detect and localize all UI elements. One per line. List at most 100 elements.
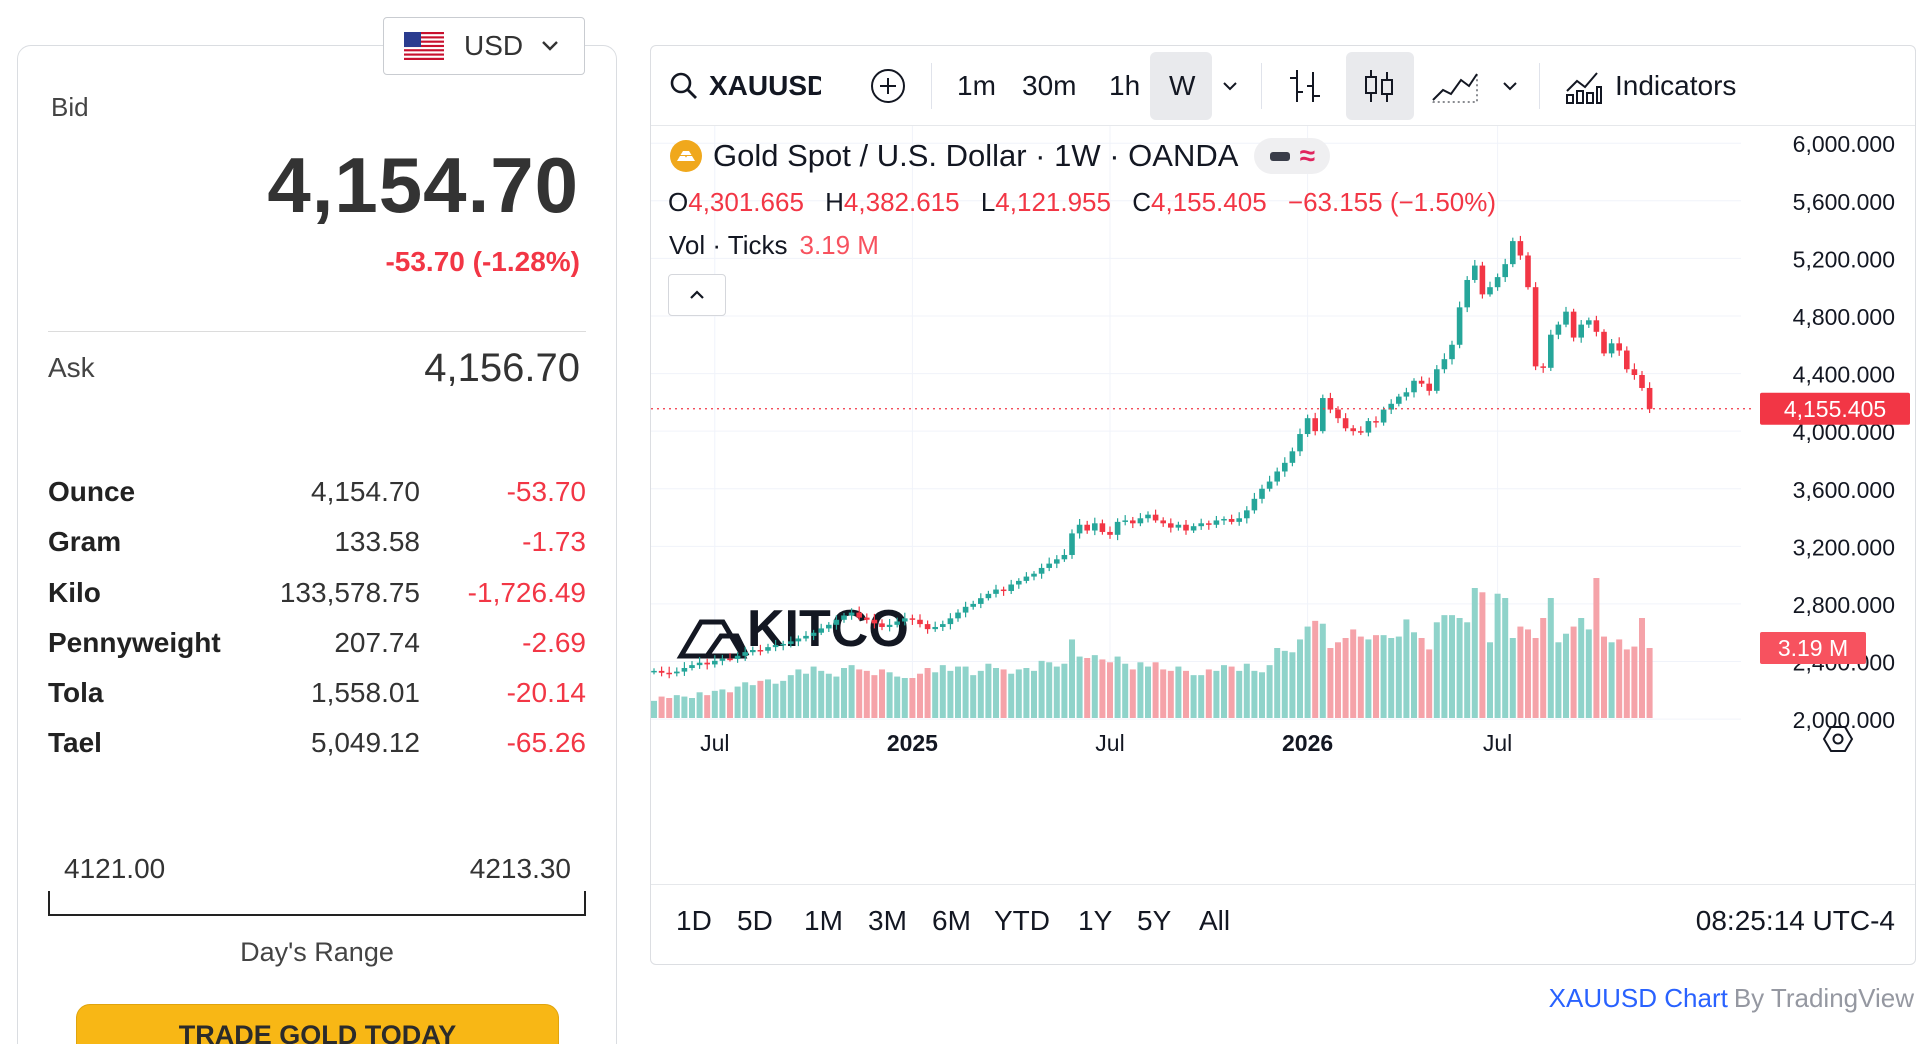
- candle-body: [886, 624, 893, 627]
- bar-style-button[interactable]: [1287, 46, 1323, 126]
- last-volume-label: 3.19 M: [1778, 635, 1848, 661]
- volume-bar: [1418, 638, 1425, 718]
- unit-row: Tael 5,049.12 -65.26: [48, 727, 588, 777]
- candle-body: [879, 623, 885, 627]
- range-ytd[interactable]: YTD: [994, 905, 1050, 936]
- volume-bar: [681, 696, 688, 718]
- volume-bar: [1395, 636, 1402, 718]
- interval-1h[interactable]: 1h: [1109, 46, 1140, 126]
- candles-button[interactable]: [1361, 46, 1397, 126]
- unit-price: 133.58: [334, 526, 420, 558]
- candle-body: [1168, 523, 1174, 528]
- symbol-label: XAUUSD: [709, 70, 821, 101]
- range-all[interactable]: All: [1199, 905, 1231, 936]
- candle-body: [1320, 398, 1326, 432]
- chart-type-dropdown[interactable]: [1501, 46, 1519, 126]
- volume-bar: [1532, 638, 1539, 718]
- volume-bar: [651, 700, 657, 718]
- unit-price: 133,578.75: [279, 576, 420, 608]
- interval-30m[interactable]: 30m: [1022, 46, 1076, 126]
- chart-settings-icon: [1822, 726, 1854, 752]
- candle-body: [1114, 521, 1121, 535]
- range-bar: 1D 5D 1M 3M 6M YTD 1Y 5Y All 08:25:14 UT…: [651, 884, 1915, 964]
- unit-price: 1,558.01: [311, 677, 420, 709]
- candle-body: [917, 619, 923, 625]
- volume-bar: [1015, 669, 1022, 718]
- candle-body: [1456, 307, 1463, 345]
- range-1m[interactable]: 1M: [804, 905, 843, 936]
- unit-price: 5,049.12: [311, 727, 420, 759]
- candle-body: [1259, 488, 1265, 499]
- collapse-legend-button[interactable]: [668, 274, 726, 316]
- attribution-link[interactable]: XAUUSD Chart: [1548, 983, 1728, 1013]
- range-6m[interactable]: 6M: [932, 905, 971, 936]
- volume-bar: [955, 666, 961, 718]
- candle-body: [902, 618, 908, 622]
- bid-label: Bid: [51, 92, 89, 122]
- range-5d[interactable]: 5D: [737, 905, 773, 936]
- range-5y[interactable]: 5Y: [1137, 905, 1172, 936]
- interval-1m[interactable]: 1m: [957, 46, 996, 126]
- candle-body: [1038, 567, 1045, 574]
- candle-body: [1555, 324, 1562, 335]
- volume-bar: [1008, 673, 1015, 718]
- trade-gold-button[interactable]: TRADE GOLD TODAY: [76, 1004, 559, 1044]
- interval-w[interactable]: W: [1169, 46, 1195, 126]
- interval-label: 30m: [1022, 70, 1077, 101]
- currency-select[interactable]: USD: [383, 17, 585, 75]
- last-price-label: 4,155.405: [1784, 396, 1886, 422]
- indicators-button[interactable]: Indicators: [1563, 46, 1736, 126]
- candle-body: [841, 615, 847, 620]
- unit-row: Gram 133.58 -1.73: [48, 526, 588, 576]
- area-style-button[interactable]: [1431, 46, 1479, 126]
- symbol-search[interactable]: XAUUSD: [669, 46, 821, 126]
- candle-body: [1487, 287, 1493, 295]
- price-chart[interactable]: KITCO2,000.0002,400.0002,800.0003,200.00…: [651, 126, 1916, 884]
- change-value: −63.155 (−1.50%): [1287, 187, 1497, 217]
- range-1y[interactable]: 1Y: [1078, 905, 1113, 936]
- chart-clock[interactable]: 08:25:14 UTC-4: [1695, 905, 1895, 936]
- candle-body: [993, 589, 999, 594]
- legend-status-pill[interactable]: ≈: [1254, 138, 1331, 174]
- candle-body: [1601, 331, 1607, 354]
- price-card: [17, 45, 617, 1044]
- volume-bar: [993, 668, 999, 718]
- interval-label: 1m: [957, 70, 996, 101]
- volume-bar: [1456, 618, 1463, 718]
- candle-body: [810, 632, 817, 636]
- candle-body: [1639, 375, 1645, 388]
- volume-bar: [1487, 642, 1493, 718]
- volume-bar: [803, 673, 809, 718]
- volume-bar: [1114, 656, 1121, 718]
- volume-bar: [1304, 626, 1311, 718]
- volume-bar: [909, 678, 916, 718]
- market-closed-icon: [1269, 151, 1290, 161]
- candle-body: [924, 624, 931, 630]
- unit-name: Gram: [48, 526, 122, 558]
- candle-body: [1570, 311, 1577, 338]
- toolbar-separator: [931, 63, 932, 109]
- unit-change: -1,726.49: [467, 576, 586, 608]
- candle-body: [719, 658, 726, 661]
- volume-bar: [1137, 662, 1144, 718]
- volume-bar: [1183, 670, 1189, 718]
- range-1d[interactable]: 1D: [676, 905, 712, 936]
- range-3m[interactable]: 3M: [868, 905, 907, 936]
- volume-key: Vol · Ticks: [669, 230, 788, 260]
- candle-body: [1282, 462, 1288, 472]
- chart-title: Gold Spot / U.S. Dollar · 1W · OANDA: [713, 138, 1239, 173]
- interval-dropdown[interactable]: [1221, 46, 1239, 126]
- volume-bar: [1145, 666, 1151, 718]
- volume-bar: [1312, 620, 1319, 718]
- active-chart-type-highlight: [1346, 52, 1414, 120]
- candle-body: [1479, 265, 1486, 295]
- chart-attribution[interactable]: XAUUSD Chart By TradingView: [1549, 983, 1914, 1014]
- volume-bar: [1213, 670, 1220, 718]
- candle-body: [1586, 320, 1592, 325]
- candle-body: [909, 618, 916, 620]
- volume-bar: [1403, 619, 1410, 718]
- volume-bar: [1464, 622, 1471, 718]
- volume-bar: [727, 692, 733, 718]
- candle-body: [947, 618, 954, 625]
- compare-button[interactable]: [869, 46, 907, 126]
